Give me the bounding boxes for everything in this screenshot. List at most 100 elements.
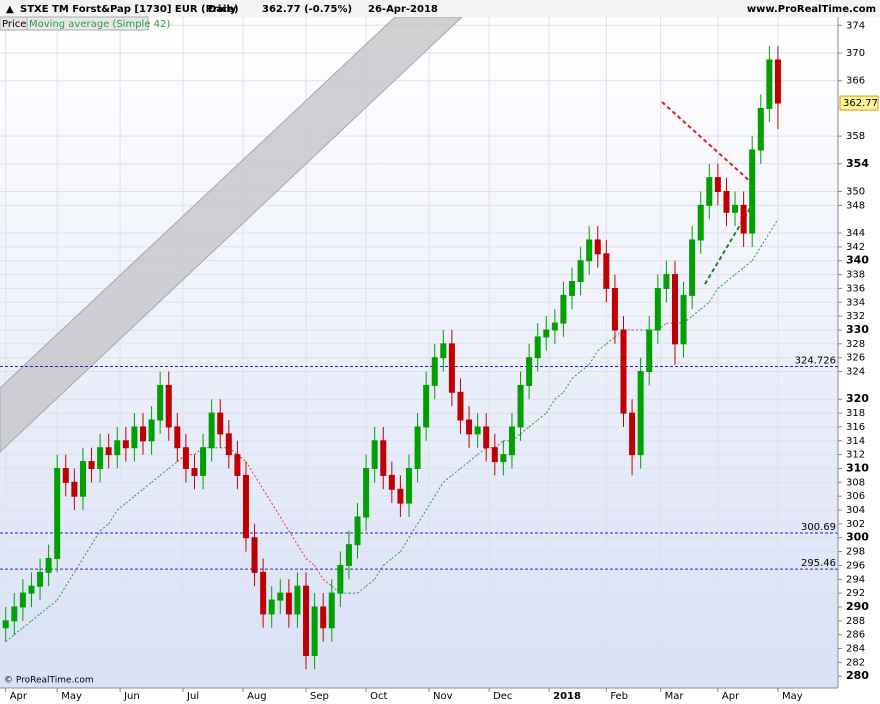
ma-line xyxy=(262,488,273,504)
x-tick-label: Feb xyxy=(610,691,628,702)
y-tick-label: 334 xyxy=(846,297,865,308)
candle-body xyxy=(448,343,455,393)
ma-line xyxy=(142,481,152,490)
candle-body xyxy=(62,467,69,483)
candle-body xyxy=(680,294,687,345)
candle-body xyxy=(517,384,524,428)
x-tick-label: Aug xyxy=(247,691,267,702)
y-tick-label: 300 xyxy=(846,531,869,544)
ma-line xyxy=(91,530,101,545)
candle-body xyxy=(388,474,395,490)
x-tick-label: Mar xyxy=(665,691,685,702)
y-tick-label: 290 xyxy=(846,600,869,613)
ma-line xyxy=(494,440,504,449)
candle-body xyxy=(611,287,618,331)
legend-price: Price xyxy=(2,19,26,30)
candle-body xyxy=(543,329,550,338)
y-tick-label: 316 xyxy=(846,422,865,433)
plot-area xyxy=(0,17,838,688)
candle-body xyxy=(483,426,490,449)
y-tick-label: 310 xyxy=(846,461,869,474)
ma-line xyxy=(271,502,281,518)
candle-body xyxy=(182,447,189,469)
candle-body xyxy=(217,412,224,435)
y-tick-label: 306 xyxy=(846,491,865,502)
ma-line xyxy=(116,502,127,511)
ma-line xyxy=(382,558,393,566)
candle-body xyxy=(671,274,678,345)
candle-body xyxy=(500,454,507,463)
y-tick-label: 348 xyxy=(846,200,865,211)
ma-line xyxy=(691,308,702,317)
y-tick-label: 286 xyxy=(846,630,865,641)
ma-line xyxy=(520,426,530,435)
candle-body xyxy=(191,467,198,476)
candle-body xyxy=(560,294,567,324)
candle-body xyxy=(131,426,138,449)
trend-line xyxy=(704,204,753,285)
y-tick-label: 314 xyxy=(846,436,865,447)
candle-body xyxy=(354,516,361,546)
ma-line xyxy=(357,585,367,594)
ma-line xyxy=(588,350,599,365)
ma-line xyxy=(65,572,75,587)
candle-body xyxy=(268,599,275,615)
candle-body xyxy=(569,281,576,296)
site: www.ProRealTime.com xyxy=(747,4,876,15)
ma-line xyxy=(56,585,67,601)
candle-body xyxy=(586,239,593,262)
ma-line xyxy=(408,523,418,538)
candle-body xyxy=(371,440,378,469)
ma-line xyxy=(708,288,719,303)
ma-line xyxy=(768,218,779,234)
y-tick-label: 338 xyxy=(846,270,865,281)
ma-line xyxy=(134,488,144,497)
candle-body xyxy=(380,440,387,476)
candle-body xyxy=(234,454,241,476)
y-tick-label: 326 xyxy=(846,353,865,364)
ma-line xyxy=(254,475,264,490)
ma-line xyxy=(22,620,32,629)
candle-body xyxy=(526,357,533,386)
candle-body xyxy=(491,447,498,463)
y-tick-label: 344 xyxy=(846,228,865,239)
ma-line xyxy=(245,461,255,476)
candle-body xyxy=(28,585,35,594)
x-tick-label: May xyxy=(782,691,803,702)
y-tick-label: 308 xyxy=(846,477,865,488)
y-tick-label: 336 xyxy=(846,283,865,294)
x-tick-label: Jul xyxy=(186,691,199,702)
candle-body xyxy=(457,391,464,421)
ma-line xyxy=(717,281,727,289)
ma-line xyxy=(168,461,178,469)
ma-line xyxy=(554,391,564,400)
y-tick-label: 318 xyxy=(846,408,865,419)
y-tick-label: 312 xyxy=(846,450,865,461)
ma-line xyxy=(82,544,92,559)
x-tick-label: Apr xyxy=(10,691,28,702)
ma-line xyxy=(39,606,49,615)
candle-body xyxy=(774,59,781,104)
ma-line xyxy=(365,578,375,587)
ma-line xyxy=(99,523,109,532)
x-tick-label: May xyxy=(61,691,82,702)
x-tick-label: Jun xyxy=(123,691,140,702)
candle-body xyxy=(225,433,232,456)
y-tick-label: 302 xyxy=(846,519,865,530)
candle-body xyxy=(474,426,481,435)
candle-body xyxy=(285,592,292,615)
candle-body xyxy=(174,426,181,449)
y-tick-label: 288 xyxy=(846,616,865,627)
ma-line xyxy=(571,371,581,379)
candle-body xyxy=(740,204,747,234)
x-tick-label: Sep xyxy=(310,691,329,702)
x-tick-label: 2018 xyxy=(553,691,581,702)
y-tick-label: 282 xyxy=(846,657,865,668)
y-tick-label: 370 xyxy=(846,48,865,59)
candle-body xyxy=(431,357,438,386)
y-tick-label: 324 xyxy=(846,367,865,378)
ma-line xyxy=(468,454,478,462)
candle-body xyxy=(637,371,644,456)
ma-line xyxy=(73,558,84,573)
